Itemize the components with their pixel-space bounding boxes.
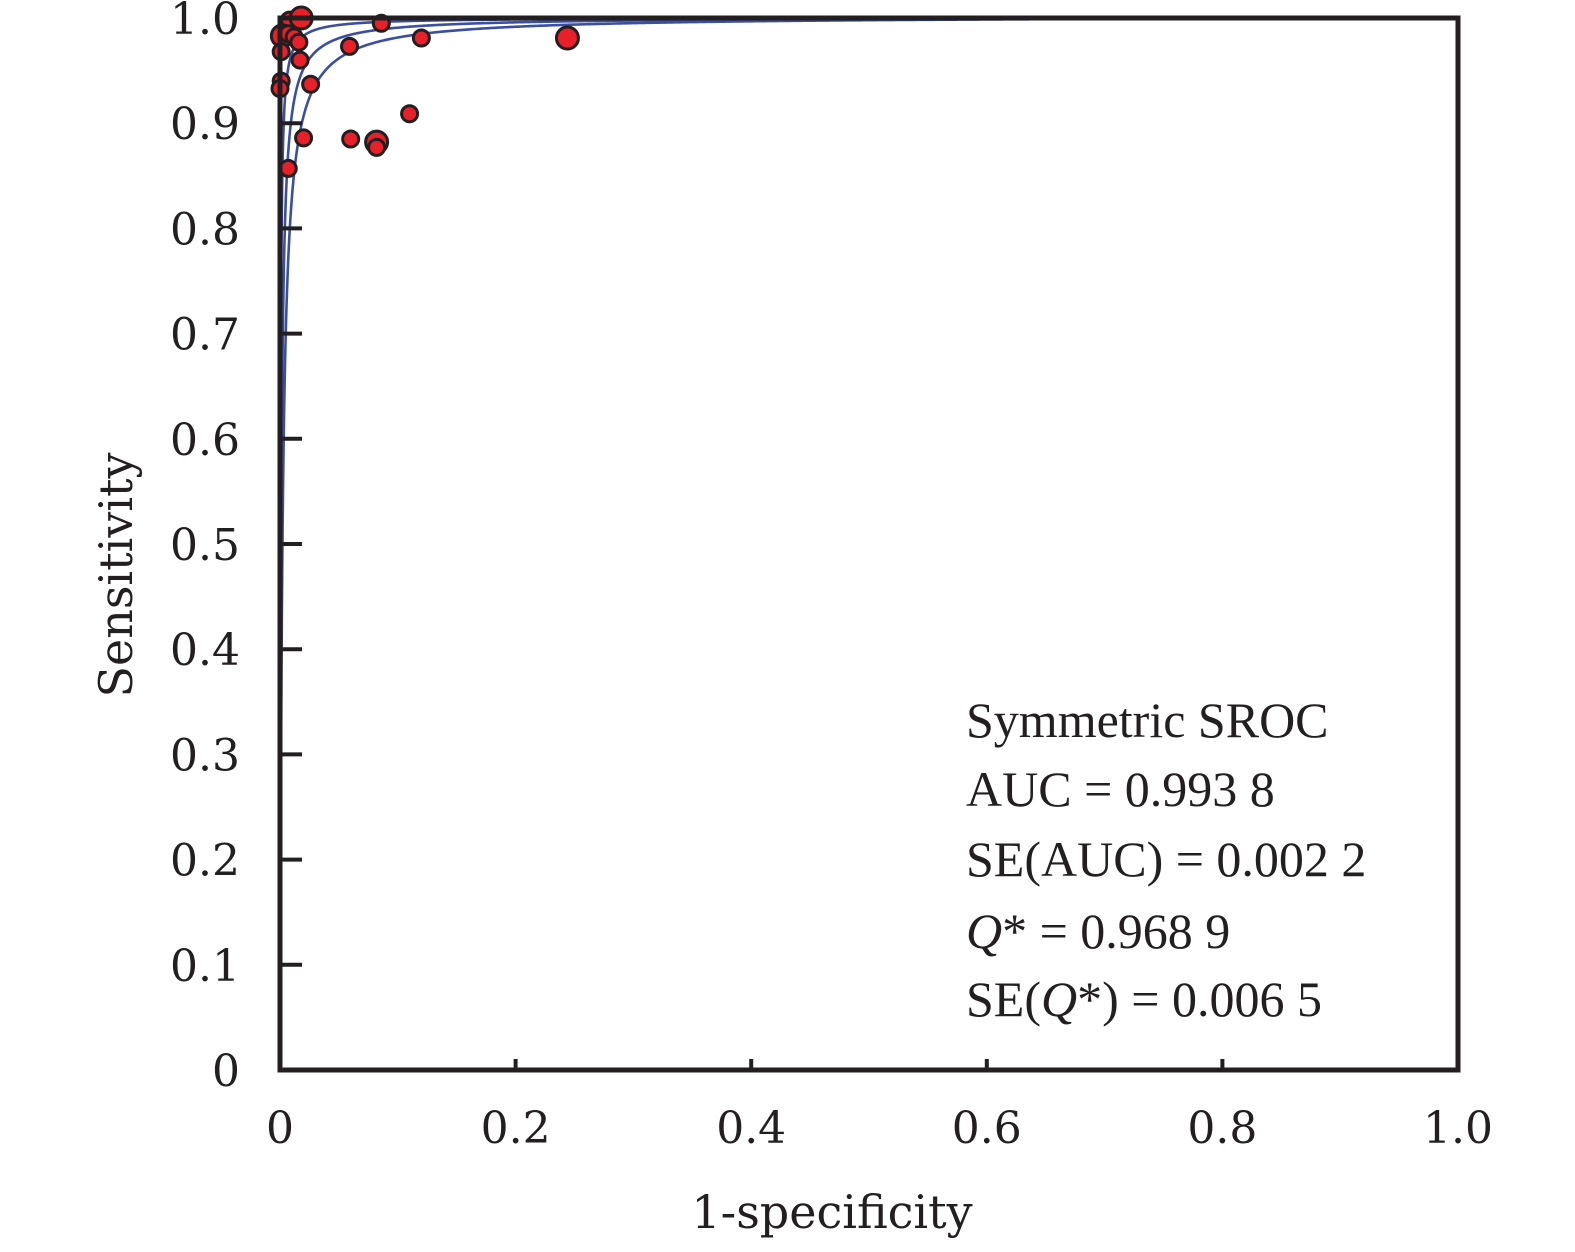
annotation-q-star: Q* = 0.968 9 <box>966 903 1230 959</box>
study-point <box>289 32 309 52</box>
x-axis: 0 0.2 0.4 0.6 0.8 1.0 <box>266 1059 1493 1154</box>
x-tick-label: 0.6 <box>952 1103 1022 1154</box>
study-point <box>301 74 321 94</box>
y-tick-label: 0.3 <box>170 730 240 781</box>
y-tick-label: 0.4 <box>170 625 240 676</box>
annotation-auc: AUC = 0.993 8 <box>966 761 1275 817</box>
y-tick-label: 0.5 <box>170 520 240 571</box>
x-tick-label: 0.4 <box>716 1103 786 1154</box>
y-tick-label: 0.1 <box>170 941 240 992</box>
study-point <box>554 25 580 51</box>
sroc-curve-sroc <box>278 16 1458 1070</box>
y-tick-label: 1.0 <box>170 0 240 45</box>
study-point <box>367 137 387 157</box>
annotation-se-q-star-post: *) = 0.006 5 <box>1077 971 1322 1027</box>
x-tick-label: 0 <box>266 1103 294 1154</box>
annotation-se-q-star-pre: SE( <box>966 971 1041 1027</box>
x-tick-label: 0.8 <box>1187 1103 1257 1154</box>
curves-layer <box>278 16 1459 1070</box>
annotation-q-star-q: Q <box>966 903 1002 959</box>
study-point <box>340 36 360 56</box>
study-point <box>294 128 314 148</box>
study-point <box>278 158 298 178</box>
x-tick-label: 0.2 <box>481 1103 551 1154</box>
y-tick-label: 0.8 <box>170 204 240 255</box>
study-point <box>341 129 361 149</box>
study-point <box>411 28 431 48</box>
y-axis: 0 0.1 0.2 0.3 0.4 0.5 0.6 0.7 0.8 0.9 1.0 <box>170 0 302 1097</box>
study-point <box>400 104 420 124</box>
points-layer <box>269 5 580 178</box>
sroc-curve-ci-upper <box>278 16 1458 1070</box>
y-tick-label: 0 <box>212 1046 240 1097</box>
study-point <box>290 50 310 70</box>
y-tick-label: 0.7 <box>170 310 240 361</box>
y-tick-label: 0.2 <box>170 836 240 887</box>
x-tick-label: 1.0 <box>1423 1103 1493 1154</box>
annotation-title: Symmetric SROC <box>966 692 1329 748</box>
annotation-q-star-post: * = 0.968 9 <box>1002 903 1230 959</box>
sroc-curve-ci-lower <box>278 16 1459 1070</box>
x-axis-title: 1-specificity <box>691 1185 972 1239</box>
y-axis-title: Sensitivity <box>89 452 143 697</box>
annotation-se-q-star-q: Q <box>1041 971 1077 1027</box>
annotation-se-auc: SE(AUC) = 0.002 2 <box>966 831 1366 887</box>
annotation-se-q-star: SE(Q*) = 0.006 5 <box>966 971 1322 1027</box>
plot-frame <box>277 15 1461 1073</box>
y-tick-label: 0.9 <box>170 99 240 150</box>
y-tick-label: 0.6 <box>170 415 240 466</box>
